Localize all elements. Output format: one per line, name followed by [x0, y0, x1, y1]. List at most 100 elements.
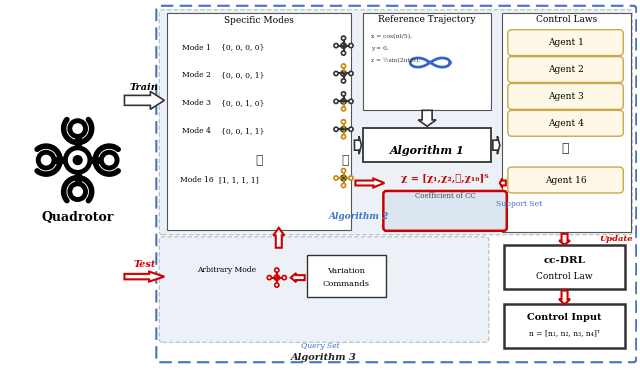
FancyArrow shape: [559, 290, 570, 305]
Text: Algorithm 3: Algorithm 3: [291, 353, 356, 362]
Text: Agent 1: Agent 1: [548, 38, 584, 47]
Circle shape: [38, 152, 54, 168]
Bar: [364, 128, 491, 162]
Text: Mode 1: Mode 1: [182, 44, 211, 51]
Circle shape: [341, 71, 346, 76]
Text: Control Laws: Control Laws: [536, 15, 597, 24]
FancyBboxPatch shape: [159, 10, 632, 235]
Text: Agent 3: Agent 3: [548, 92, 584, 101]
Text: Agent 2: Agent 2: [548, 65, 584, 74]
Circle shape: [349, 176, 353, 180]
Bar: [364, 13, 491, 110]
Circle shape: [101, 152, 117, 168]
Circle shape: [341, 51, 346, 55]
Text: Variation: Variation: [328, 267, 365, 275]
Circle shape: [334, 71, 338, 75]
Circle shape: [268, 276, 271, 280]
FancyArrow shape: [418, 110, 436, 126]
Text: {0, 0, 1, 1}: {0, 0, 1, 1}: [221, 127, 264, 135]
Text: Agent 4: Agent 4: [548, 119, 584, 128]
Circle shape: [74, 156, 82, 165]
Circle shape: [276, 277, 278, 279]
Text: Update: Update: [600, 235, 633, 243]
Text: Commands: Commands: [323, 280, 370, 287]
Circle shape: [341, 36, 346, 40]
Bar: [167, 13, 351, 230]
Text: ⋮: ⋮: [255, 154, 262, 166]
Text: n = [n₁, n₂, n₃, n₄]ᵀ: n = [n₁, n₂, n₃, n₄]ᵀ: [529, 329, 600, 337]
Circle shape: [342, 177, 344, 179]
Text: Algorithm 1: Algorithm 1: [390, 145, 465, 156]
Circle shape: [341, 79, 346, 83]
Circle shape: [341, 43, 346, 48]
FancyArrow shape: [559, 234, 570, 245]
FancyArrow shape: [493, 136, 500, 154]
Circle shape: [342, 45, 344, 47]
Text: y = 0,: y = 0,: [371, 46, 389, 51]
Text: Train: Train: [130, 83, 159, 92]
Bar: [502, 13, 631, 232]
Text: Mode 2: Mode 2: [182, 71, 211, 80]
Text: Control Law: Control Law: [536, 272, 593, 281]
Circle shape: [341, 64, 346, 68]
Circle shape: [349, 44, 353, 48]
Circle shape: [349, 99, 353, 104]
FancyArrow shape: [291, 273, 305, 282]
Circle shape: [334, 176, 338, 180]
Text: Mode 16: Mode 16: [180, 176, 214, 184]
Circle shape: [341, 168, 346, 173]
Circle shape: [70, 121, 86, 137]
FancyBboxPatch shape: [508, 30, 623, 56]
Circle shape: [349, 71, 353, 75]
FancyArrow shape: [355, 179, 385, 188]
Text: {0, 0, 0, 0}: {0, 0, 0, 0}: [221, 44, 264, 51]
Text: Coefficient of CC: Coefficient of CC: [415, 192, 476, 200]
Text: Mode 3: Mode 3: [182, 100, 211, 107]
FancyArrow shape: [124, 272, 164, 282]
Circle shape: [341, 135, 346, 139]
FancyBboxPatch shape: [508, 167, 623, 193]
FancyBboxPatch shape: [508, 84, 623, 109]
Circle shape: [342, 128, 344, 130]
Circle shape: [341, 175, 346, 181]
Circle shape: [274, 275, 280, 280]
Text: x = cos(πt/5),: x = cos(πt/5),: [371, 34, 412, 39]
FancyBboxPatch shape: [508, 110, 623, 136]
Circle shape: [334, 127, 338, 131]
Text: cc-DRL: cc-DRL: [543, 256, 586, 265]
Circle shape: [341, 99, 346, 104]
Text: Test: Test: [133, 260, 156, 269]
Circle shape: [341, 92, 346, 96]
Bar: [504, 305, 625, 348]
Circle shape: [341, 127, 346, 132]
Bar: [504, 245, 625, 289]
Text: Quadrotor: Quadrotor: [42, 211, 114, 224]
Circle shape: [341, 120, 346, 124]
Text: Mode 4: Mode 4: [182, 127, 211, 135]
Circle shape: [349, 127, 353, 131]
Text: z = ½sin(2πt/5),: z = ½sin(2πt/5),: [371, 58, 420, 63]
Circle shape: [342, 101, 344, 102]
Circle shape: [341, 107, 346, 111]
Circle shape: [65, 148, 90, 172]
Circle shape: [342, 73, 344, 74]
FancyBboxPatch shape: [159, 237, 489, 342]
Circle shape: [341, 184, 346, 188]
Text: Algorithm 2: Algorithm 2: [328, 212, 388, 221]
FancyBboxPatch shape: [383, 191, 507, 231]
FancyArrow shape: [500, 179, 506, 188]
Text: {0, 0, 0, 1}: {0, 0, 0, 1}: [221, 71, 264, 80]
Bar: [307, 255, 387, 296]
Text: ⋮: ⋮: [562, 142, 570, 155]
FancyArrow shape: [273, 228, 284, 248]
Text: Query Set: Query Set: [301, 342, 340, 350]
Circle shape: [70, 184, 86, 199]
Text: [1, 1, 1, 1]: [1, 1, 1, 1]: [219, 176, 259, 184]
Text: Reference Trajectory: Reference Trajectory: [378, 15, 476, 24]
Text: {0, 0, 1, 0}: {0, 0, 1, 0}: [221, 100, 264, 107]
Text: Agent 16: Agent 16: [545, 175, 586, 185]
Circle shape: [334, 44, 338, 48]
Circle shape: [334, 99, 338, 104]
Text: Control Input: Control Input: [527, 313, 602, 322]
FancyArrow shape: [124, 91, 164, 109]
